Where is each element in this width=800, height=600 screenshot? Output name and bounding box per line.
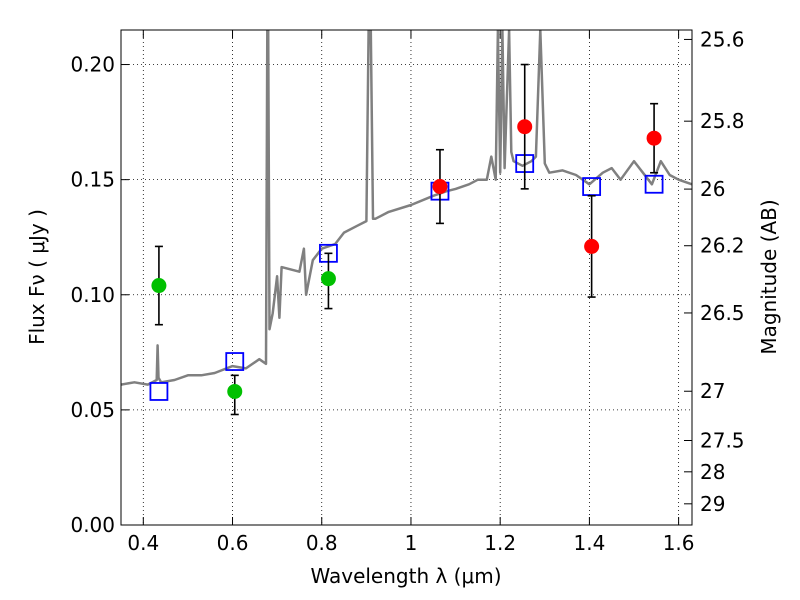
x-tick-label: 1 bbox=[405, 531, 418, 555]
observation-point bbox=[646, 130, 662, 146]
y-tick-label: 0.00 bbox=[70, 513, 115, 537]
right-tick-label: 25.6 bbox=[700, 27, 745, 51]
model-square-marker bbox=[225, 352, 245, 371]
x-axis-label: Wavelength λ (μm) bbox=[310, 564, 501, 588]
x-tick-label: 1.4 bbox=[573, 531, 605, 555]
y-tick-label: 0.05 bbox=[70, 398, 115, 422]
observation-point bbox=[151, 278, 167, 294]
right-tick-label: 28 bbox=[700, 460, 725, 484]
right-tick-label: 26.5 bbox=[700, 301, 745, 325]
plot-frame bbox=[120, 29, 693, 526]
observation-point bbox=[517, 119, 533, 135]
y-tick-label: 0.15 bbox=[70, 168, 115, 192]
right-tick-label: 27.5 bbox=[700, 429, 745, 453]
right-tick-label: 29 bbox=[700, 492, 725, 516]
right-tick-label: 26.2 bbox=[700, 234, 745, 258]
model-square-marker bbox=[644, 174, 664, 194]
y-tick-label: 0.20 bbox=[70, 53, 115, 77]
plot-area bbox=[121, 30, 692, 416]
y-axis-label: Flux Fν ( μJy ) bbox=[25, 209, 49, 345]
ticks: 0.4 0.6 0.8 1 1.2 1.4 1.6 0.00 0.05 0.10 0.15 0.20 2… bbox=[70, 27, 744, 555]
x-tick-label: 0.4 bbox=[127, 531, 159, 555]
y-tick-label: 0.10 bbox=[70, 283, 115, 307]
observation-point bbox=[227, 383, 243, 399]
right-tick-label: 25.8 bbox=[700, 109, 745, 133]
x-tick-label: 1.2 bbox=[484, 531, 516, 555]
right-tick-label: 26 bbox=[700, 177, 725, 201]
right-tick-label: 27 bbox=[700, 379, 725, 403]
observation-point bbox=[320, 271, 336, 287]
x-tick-label: 0.6 bbox=[217, 531, 249, 555]
model-square-marker bbox=[149, 382, 169, 401]
grid bbox=[121, 30, 692, 526]
x-tick-label: 0.8 bbox=[306, 531, 338, 555]
observation-point bbox=[584, 238, 600, 254]
right-axis-label: Magnitude (AB) bbox=[757, 199, 781, 354]
spectrum-line bbox=[121, 30, 692, 386]
x-tick-label: 1.6 bbox=[663, 531, 695, 555]
observation-point bbox=[432, 179, 448, 195]
